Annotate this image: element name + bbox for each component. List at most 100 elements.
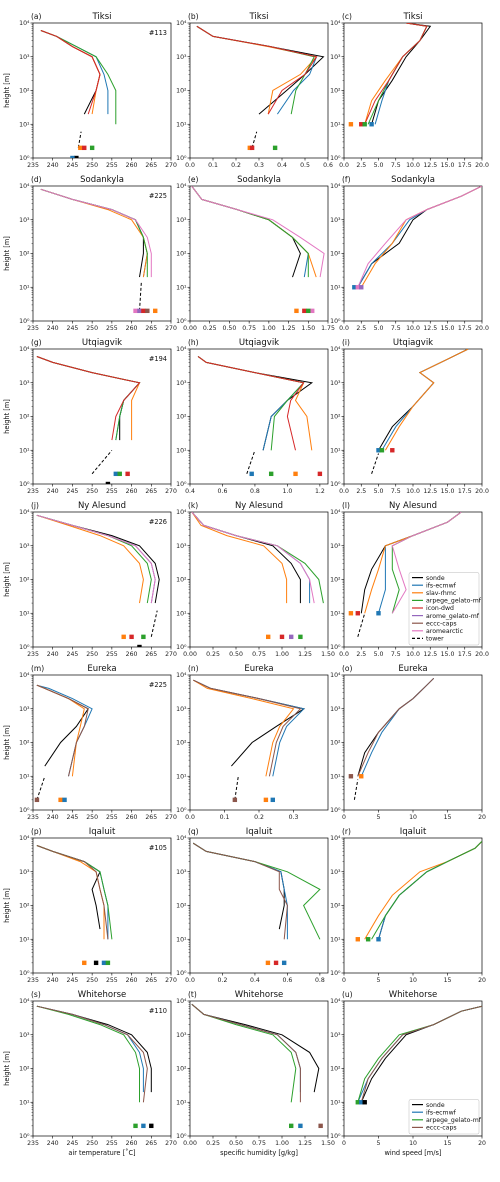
- series-aromearctic: [391, 512, 462, 614]
- x-tick-label: 15.0: [441, 162, 455, 169]
- marker-slav-rhmc: [82, 960, 87, 966]
- marker-icon-dwd: [129, 634, 134, 640]
- x-tick-label: 240: [47, 1140, 59, 1147]
- marker-icon-dwd: [317, 471, 323, 477]
- panel-b: (b) Tiksi 0.0 0.1 0.2 0.3 0.4 0.5 0.6 10⁰ 10¹ 10² 10…: [176, 12, 333, 169]
- y-tick-label: 10⁴: [19, 835, 30, 842]
- y-tick-label: 10¹: [330, 284, 341, 291]
- marker-sonde: [93, 960, 99, 966]
- x-tick-label: 0.8: [250, 488, 260, 495]
- panel-label: (l): [342, 501, 350, 510]
- series-aromearctic: [357, 186, 482, 288]
- marker-slav-rhmc: [121, 634, 126, 640]
- y-tick-label: 10²: [176, 414, 187, 421]
- series-group: [40, 30, 117, 158]
- x-tick-label: 12.5: [423, 325, 437, 332]
- x-tick-label: 15: [444, 814, 452, 821]
- panel-n: (n) Eureka 0.0 0.1 0.2 0.3 10⁰ 10¹ 10² 10³ 10⁴: [176, 664, 329, 821]
- panel-label: (s): [31, 990, 41, 999]
- marker-sonde: [137, 644, 142, 647]
- x-tick-label: 235: [27, 977, 39, 984]
- panel-label: (g): [31, 338, 42, 347]
- x-tick-label: 250: [86, 977, 98, 984]
- y-tick-label: 10⁴: [330, 20, 341, 27]
- x-tick-label: 5.0: [374, 325, 384, 332]
- marker-ifs-ecmwf: [113, 471, 118, 477]
- panel-k: (k) Ny Alesund 0.00 0.25 0.50 0.75 1.00 1.25 1.5…: [176, 501, 335, 658]
- panel-i: (i) Utqiagvik 0.0 2.5 5.0 7.5 10.0 12.5 15.0 17.5…: [330, 338, 489, 495]
- y-tick-label: 10⁰: [330, 155, 341, 162]
- y-tick-label: 10³: [330, 1032, 341, 1039]
- series-icon-dwd: [36, 356, 141, 441]
- marker-ifs-ecmwf: [281, 960, 287, 966]
- plot-frame: [189, 674, 329, 811]
- marker-arpege_gelato-mf: [133, 1123, 138, 1129]
- x-tick-label: 20.0: [475, 651, 489, 658]
- panel-t: (t) Whitehorse 0.00 0.25 0.50 0.75 1.00 1.25 1.5…: [176, 990, 335, 1157]
- x-tick-label: 1.25: [298, 651, 312, 658]
- x-tick-label: 0.75: [242, 325, 256, 332]
- series-group: [191, 1003, 323, 1129]
- y-tick-label: 10²: [19, 577, 30, 584]
- x-tick-label: 0.1: [220, 814, 230, 821]
- y-tick-label: 10¹: [19, 121, 30, 128]
- series-slav-rhmc: [191, 512, 288, 604]
- x-tick-label: 265: [145, 814, 157, 821]
- series-group: [40, 188, 158, 314]
- legend-entry: arome_gelato-mf: [426, 613, 480, 620]
- marker-icon-dwd: [355, 611, 360, 616]
- y-tick-label: 10¹: [19, 284, 30, 291]
- y-tick-label: 10⁴: [330, 509, 341, 516]
- legend-entry: aromearctic: [426, 628, 464, 635]
- x-axis-label: air temperature [˚C]: [68, 1149, 135, 1157]
- panel-c: (c) Tiksi 0.0 2.5 5.0 7.5 10.0 12.5 15.0 17.5 20.0…: [330, 12, 489, 169]
- y-tick-label: 10³: [176, 1032, 187, 1039]
- marker-aromearctic: [355, 285, 360, 290]
- x-tick-label: 2.5: [356, 162, 366, 169]
- x-tick-label: 245: [67, 1140, 79, 1147]
- x-tick-label: 20.0: [475, 488, 489, 495]
- marker-eccc-caps: [318, 1123, 323, 1129]
- series-group: [197, 356, 323, 477]
- x-tick-label: 12.5: [423, 651, 437, 658]
- marker-icon-dwd: [359, 122, 364, 127]
- plot-frame: [343, 837, 483, 974]
- y-tick-label: 10⁴: [176, 672, 187, 679]
- y-axis-label: height [m]: [3, 888, 11, 923]
- y-tick-label: 10¹: [176, 121, 187, 128]
- panel-label: (u): [342, 990, 353, 999]
- panel-label: (a): [31, 12, 42, 21]
- panel-title: Tiksi: [402, 12, 422, 22]
- x-tick-label: 1.75: [321, 325, 335, 332]
- x-tick-label: 255: [106, 325, 118, 332]
- plot-frame: [343, 674, 483, 811]
- panel-title: Utqiagvik: [239, 338, 279, 348]
- x-tick-label: 0.0: [185, 977, 195, 984]
- marker-arpege_gelato-mf: [379, 448, 385, 453]
- y-tick-label: 10⁰: [19, 970, 30, 977]
- series-tower: [246, 450, 256, 474]
- panel-u: (u) Whitehorse 0 5 10 15 20 10⁰ 10¹ 10² 10³ 10⁴ wind…: [330, 990, 486, 1157]
- x-tick-label: 5.0: [374, 488, 384, 495]
- plot-frame: [189, 1000, 329, 1137]
- panel-title: Iqaluit: [246, 827, 273, 837]
- x-tick-label: 255: [106, 814, 118, 821]
- x-tick-label: 0.25: [206, 651, 220, 658]
- panel-r: (r) Iqaluit 0 5 10 15 20 10⁰ 10¹ 10² 10³ 10⁴: [330, 827, 486, 984]
- series-eccc-caps: [36, 845, 109, 940]
- x-tick-label: 1.25: [298, 1140, 312, 1147]
- y-tick-label: 10²: [19, 88, 30, 95]
- x-tick-label: 0.50: [229, 651, 243, 658]
- panel-title: Iqaluit: [400, 827, 427, 837]
- x-tick-label: 265: [145, 651, 157, 658]
- panel-label: (o): [342, 664, 353, 673]
- x-tick-label: 10: [409, 1140, 417, 1147]
- series-tower: [77, 131, 82, 148]
- y-tick-label: 10²: [330, 251, 341, 258]
- y-axis-label: height [m]: [3, 236, 11, 271]
- y-tick-label: 10¹: [176, 447, 187, 454]
- marker-arpege_gelato-mf: [289, 1123, 294, 1129]
- marker-arpege_gelato-mf: [365, 937, 371, 942]
- panel-label: (n): [188, 664, 199, 673]
- marker-icon-dwd: [125, 471, 130, 477]
